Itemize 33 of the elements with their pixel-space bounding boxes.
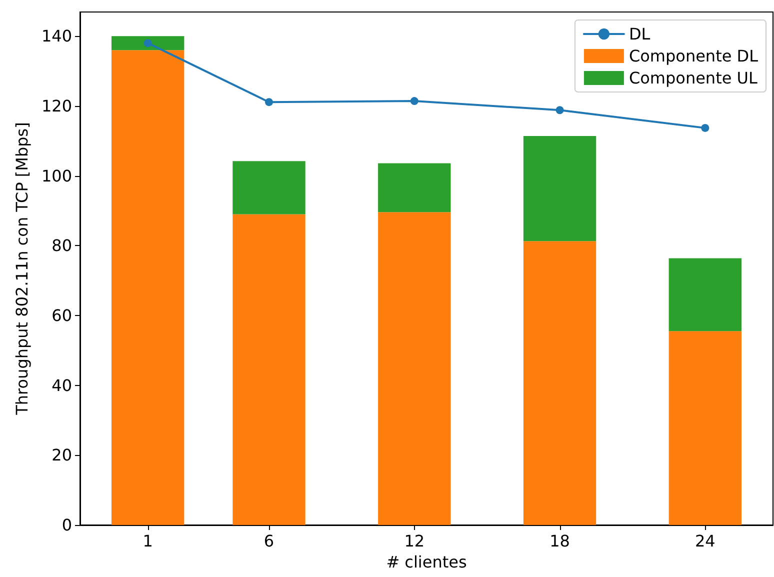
bar (112, 36, 184, 50)
point (701, 124, 710, 132)
x-axis-title: # clientes (386, 552, 467, 572)
bar (112, 50, 184, 525)
legend-label: Componente UL (628, 68, 758, 88)
bar (668, 331, 742, 525)
x-tick-label: 6 (264, 532, 274, 550)
bar (523, 241, 596, 525)
y-tick-label: 120 (41, 96, 72, 116)
point (410, 97, 418, 106)
bar (378, 212, 451, 525)
y-tick-label: 20 (52, 446, 72, 465)
x-tick-label: 18 (550, 532, 570, 550)
y-tick-label: 80 (52, 236, 72, 256)
x-tick-label: 12 (404, 532, 425, 550)
point (265, 98, 273, 106)
y-axis-title: Throughput 802.11n con TCP [Mbps] (12, 122, 32, 416)
legend-label: DL (628, 24, 650, 44)
point (144, 39, 152, 48)
y-tick-label: 40 (52, 376, 72, 395)
x-tick-label: 24 (694, 532, 716, 550)
y-tick-label: 60 (52, 306, 72, 325)
bar (232, 161, 306, 214)
bar (523, 136, 596, 242)
y-tick-label: 100 (41, 166, 72, 186)
bar (232, 214, 306, 525)
x-tick-label: 1 (142, 532, 153, 550)
y-tick-label: 140 (41, 26, 72, 46)
bar (378, 163, 451, 212)
point (556, 106, 564, 114)
legend-label: Componente DL (628, 46, 758, 66)
bar (668, 258, 742, 332)
y-tick-label: 0 (62, 516, 72, 534)
